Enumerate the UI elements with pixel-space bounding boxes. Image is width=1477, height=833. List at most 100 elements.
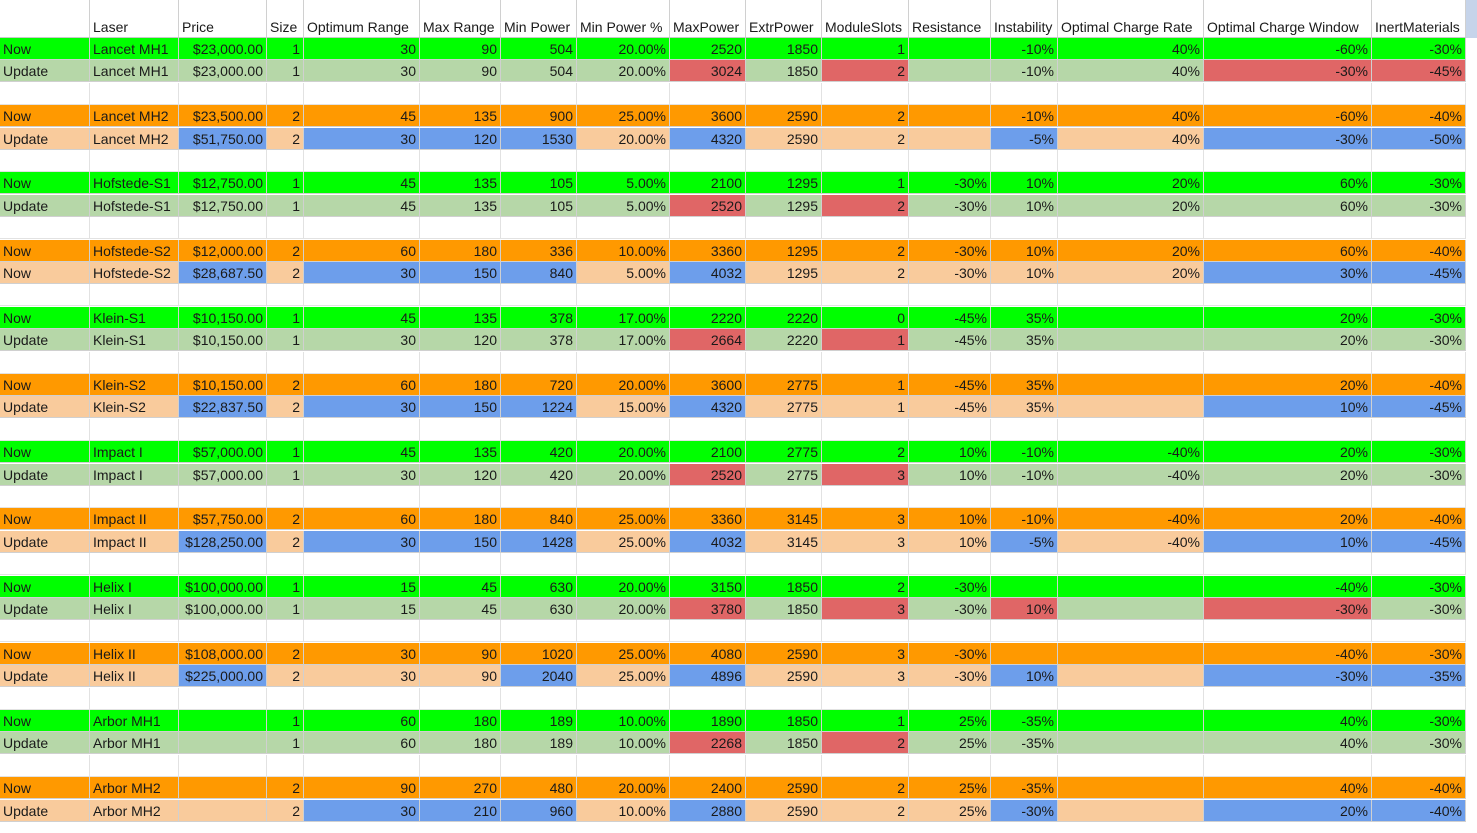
cell-min-power[interactable]: 504	[501, 38, 577, 60]
cell-module-slots[interactable]: 2	[822, 777, 909, 799]
cell-status[interactable]: Now	[0, 240, 90, 262]
cell-instability[interactable]	[991, 643, 1058, 665]
cell-max-range[interactable]: 135	[420, 172, 501, 194]
cell-min-power[interactable]: 105	[501, 195, 577, 217]
cell-max-range[interactable]: 150	[420, 396, 501, 418]
cell-status[interactable]: Now	[0, 576, 90, 598]
cell-module-slots[interactable]	[822, 217, 909, 239]
cell-status[interactable]: Now	[0, 777, 90, 799]
cell-module-slots[interactable]: 2	[822, 576, 909, 598]
cell-min-power-pct[interactable]: 15.00%	[577, 396, 670, 418]
cell-max-power[interactable]: 3600	[670, 374, 746, 396]
cell-instability[interactable]	[991, 217, 1058, 239]
cell-min-power-pct[interactable]	[577, 486, 670, 508]
cell-laser[interactable]: Arbor MH1	[90, 710, 179, 732]
cell-extr-power[interactable]: 1295	[746, 240, 822, 262]
cell-optimal-charge-rate[interactable]	[1058, 800, 1204, 822]
cell-optimal-charge-window[interactable]	[1204, 688, 1372, 710]
cell-optimum-range[interactable]	[304, 486, 420, 508]
cell-min-power-pct[interactable]: 20.00%	[577, 441, 670, 463]
cell-min-power[interactable]	[501, 486, 577, 508]
cell-extr-power[interactable]	[746, 755, 822, 777]
cell-max-range[interactable]: 90	[420, 60, 501, 82]
cell-optimal-charge-rate[interactable]: 20%	[1058, 195, 1204, 217]
cell-optimal-charge-rate[interactable]: -40%	[1058, 464, 1204, 486]
cell-price[interactable]	[179, 732, 267, 754]
cell-extr-power[interactable]: 1295	[746, 262, 822, 284]
cell-resistance[interactable]	[909, 150, 991, 172]
cell-resistance[interactable]: -45%	[909, 307, 991, 329]
cell-inert-materials[interactable]: -30%	[1372, 195, 1466, 217]
cell-optimal-charge-window[interactable]: -60%	[1204, 38, 1372, 60]
cell-min-power-pct[interactable]	[577, 688, 670, 710]
cell-max-range[interactable]	[420, 553, 501, 575]
cell-module-slots[interactable]: 2	[822, 240, 909, 262]
cell-min-power[interactable]: 480	[501, 777, 577, 799]
cell-instability[interactable]: -35%	[991, 710, 1058, 732]
cell-optimal-charge-rate[interactable]	[1058, 688, 1204, 710]
header-inert-materials[interactable]: InertMaterials	[1372, 0, 1466, 38]
cell-max-power[interactable]: 4320	[670, 396, 746, 418]
header-price[interactable]: Price	[179, 0, 267, 38]
header-optimal-charge-window[interactable]: Optimal Charge Window	[1204, 0, 1372, 38]
cell-status[interactable]: Update	[0, 128, 90, 150]
cell-optimum-range[interactable]	[304, 688, 420, 710]
cell-laser[interactable]: Hofstede-S2	[90, 262, 179, 284]
cell-min-power-pct[interactable]: 25.00%	[577, 665, 670, 687]
cell-min-power-pct[interactable]: 20.00%	[577, 38, 670, 60]
cell-size[interactable]: 2	[267, 396, 304, 418]
cell-module-slots[interactable]	[822, 486, 909, 508]
cell-laser[interactable]	[90, 284, 179, 306]
cell-laser[interactable]: Helix II	[90, 665, 179, 687]
cell-laser[interactable]	[90, 150, 179, 172]
cell-max-range[interactable]: 180	[420, 710, 501, 732]
cell-extr-power[interactable]: 2220	[746, 329, 822, 351]
cell-optimal-charge-window[interactable]: -30%	[1204, 60, 1372, 82]
cell-module-slots[interactable]: 1	[822, 396, 909, 418]
cell-price[interactable]	[179, 486, 267, 508]
cell-status[interactable]: Update	[0, 60, 90, 82]
cell-status[interactable]: Now	[0, 643, 90, 665]
cell-optimum-range[interactable]: 30	[304, 464, 420, 486]
cell-resistance[interactable]: 10%	[909, 531, 991, 553]
cell-optimum-range[interactable]: 30	[304, 262, 420, 284]
cell-optimum-range[interactable]: 60	[304, 508, 420, 530]
cell-optimal-charge-rate[interactable]	[1058, 553, 1204, 575]
cell-size[interactable]: 1	[267, 329, 304, 351]
cell-laser[interactable]: Arbor MH2	[90, 800, 179, 822]
cell-module-slots[interactable]: 3	[822, 598, 909, 620]
cell-extr-power[interactable]	[746, 217, 822, 239]
cell-max-range[interactable]: 180	[420, 732, 501, 754]
cell-price[interactable]: $23,000.00	[179, 60, 267, 82]
cell-inert-materials[interactable]: -30%	[1372, 464, 1466, 486]
cell-max-power[interactable]: 3024	[670, 60, 746, 82]
cell-resistance[interactable]: -45%	[909, 396, 991, 418]
cell-min-power[interactable]: 378	[501, 329, 577, 351]
cell-inert-materials[interactable]: -30%	[1372, 307, 1466, 329]
cell-optimal-charge-rate[interactable]	[1058, 576, 1204, 598]
cell-extr-power[interactable]: 1850	[746, 710, 822, 732]
cell-extr-power[interactable]: 2590	[746, 128, 822, 150]
cell-min-power[interactable]: 900	[501, 105, 577, 127]
cell-status[interactable]: Update	[0, 464, 90, 486]
cell-instability[interactable]: -30%	[991, 800, 1058, 822]
cell-max-range[interactable]: 90	[420, 665, 501, 687]
cell-inert-materials[interactable]: -45%	[1372, 60, 1466, 82]
cell-optimum-range[interactable]	[304, 755, 420, 777]
cell-status[interactable]	[0, 553, 90, 575]
cell-size[interactable]	[267, 217, 304, 239]
cell-optimal-charge-rate[interactable]	[1058, 755, 1204, 777]
cell-size[interactable]	[267, 284, 304, 306]
cell-laser[interactable]: Arbor MH1	[90, 732, 179, 754]
cell-min-power-pct[interactable]: 20.00%	[577, 598, 670, 620]
cell-instability[interactable]	[991, 83, 1058, 105]
cell-inert-materials[interactable]	[1372, 620, 1466, 642]
cell-size[interactable]	[267, 620, 304, 642]
cell-extr-power[interactable]	[746, 83, 822, 105]
cell-resistance[interactable]: 10%	[909, 464, 991, 486]
cell-resistance[interactable]: -30%	[909, 195, 991, 217]
cell-module-slots[interactable]: 2	[822, 105, 909, 127]
header-max-power[interactable]: MaxPower	[670, 0, 746, 38]
cell-optimal-charge-window[interactable]: 40%	[1204, 710, 1372, 732]
cell-max-power[interactable]: 4320	[670, 128, 746, 150]
